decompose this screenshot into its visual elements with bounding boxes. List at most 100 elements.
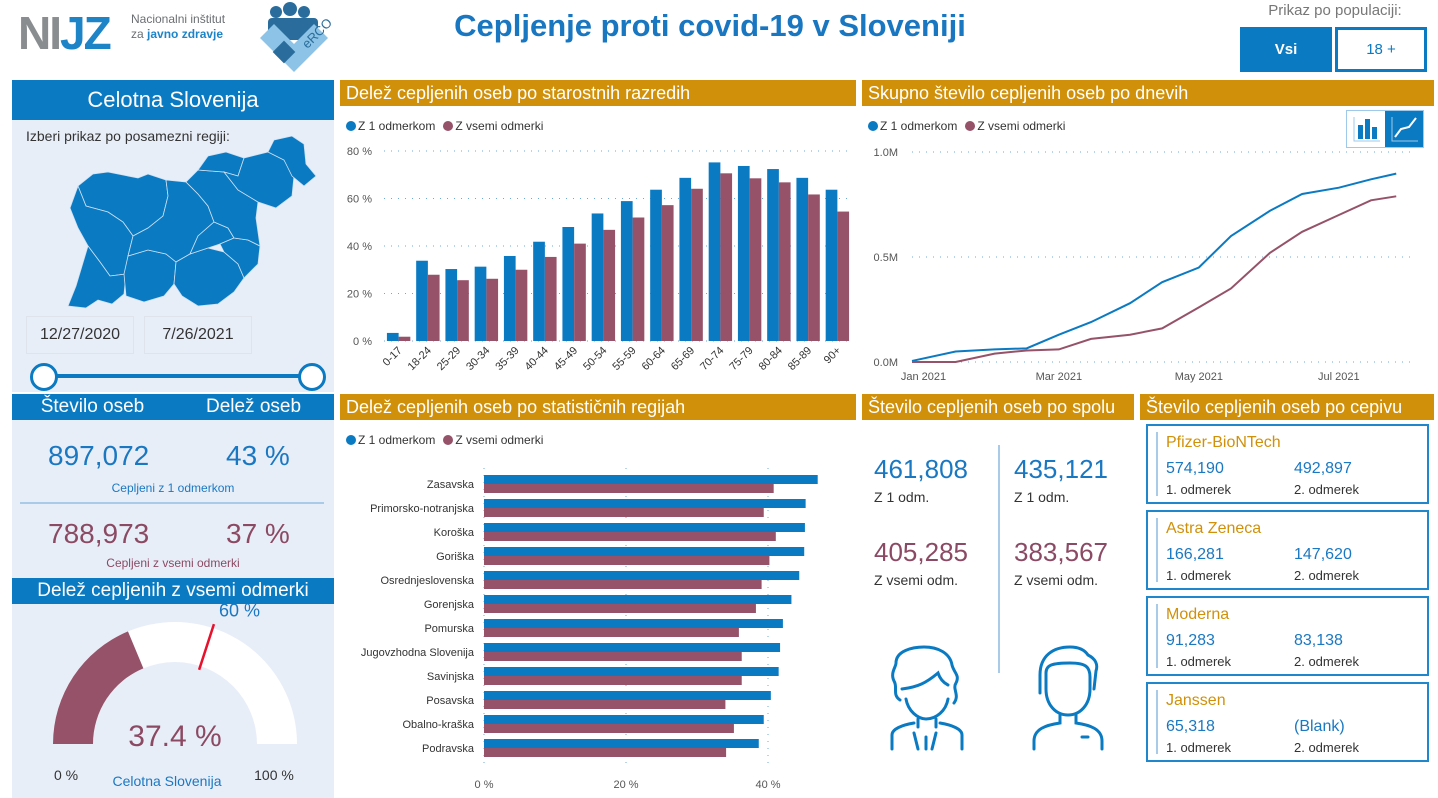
- vaccine-dose2-count: 147,620: [1294, 546, 1352, 563]
- x-tick-label: 20 %: [613, 779, 638, 790]
- female-icon: [890, 645, 964, 751]
- bar-all-doses: [691, 188, 703, 341]
- bar-one-dose: [767, 169, 779, 341]
- date-end-input[interactable]: 7/26/2021: [144, 316, 252, 354]
- x-tick-label: 30-34: [464, 345, 492, 373]
- bar-one-dose: [484, 619, 783, 628]
- y-tick-label: Podravska: [422, 743, 475, 755]
- x-tick-label: 90+: [822, 345, 844, 367]
- bar-one-dose: [484, 739, 759, 748]
- legend-one-dose[interactable]: Z 1 odmerkom: [346, 119, 435, 133]
- bar-all-doses: [484, 556, 770, 565]
- stats-header: Število oseb Delež oseb: [12, 394, 334, 420]
- y-tick-label: 0 %: [353, 336, 372, 348]
- one-dose-label: Cepljeni z 1 odmerkom: [111, 481, 235, 495]
- gauge-caption: Celotna Slovenija: [113, 773, 222, 789]
- population-all-button[interactable]: Vsi: [1240, 27, 1332, 72]
- bar-one-dose: [737, 165, 750, 341]
- bar-one-dose: [484, 547, 805, 556]
- x-tick-label: 65-69: [669, 345, 697, 373]
- bar-one-dose: [533, 241, 545, 341]
- regions-bar-chart: 0 % 20 % 40 % Zasavska Primorsko-notranjska K…: [361, 468, 818, 790]
- map-region-primorsko-notranjska[interactable]: [123, 249, 177, 303]
- date-range-slider-track[interactable]: [44, 374, 312, 378]
- bar-all-doses: [484, 628, 739, 637]
- vaccine-dose2-label: 2. odmerek: [1294, 654, 1360, 669]
- bar-one-dose: [386, 332, 399, 341]
- legend-all-doses-label: Z vsemi odmerki: [455, 119, 544, 133]
- legend-one-dose-label: Z 1 odmerkom: [880, 119, 958, 133]
- bar-one-dose: [445, 269, 458, 341]
- bar-all-doses: [837, 211, 850, 341]
- bar-one-dose: [503, 255, 516, 341]
- bar-all-doses: [544, 256, 557, 341]
- vaccine-card-astrazeneca[interactable]: Astra Zeneca 166,281 147,620 1. odmerek …: [1146, 510, 1429, 590]
- vaccine-card-pfizer[interactable]: Pfizer-BioNTech 574,190 492,897 1. odmer…: [1146, 424, 1429, 504]
- x-tick-label: 45-49: [552, 345, 580, 373]
- y-tick-label: Koroška: [434, 527, 475, 539]
- legend-all-doses-label: Z vsemi odmerki: [455, 433, 544, 447]
- vaccine-card-janssen[interactable]: Janssen 65,318 (Blank) 1. odmerek 2. odm…: [1146, 682, 1429, 762]
- logo-sub-bold: javno zdravje: [147, 27, 224, 41]
- vaccine-dose1-count: 574,190: [1166, 460, 1224, 477]
- female-all-doses-label: Z vsemi odm.: [874, 572, 959, 588]
- vaccine-card-moderna[interactable]: Moderna 91,283 83,138 1. odmerek 2. odme…: [1146, 596, 1429, 676]
- map-region-jugovzhodna[interactable]: [173, 247, 245, 307]
- legend-all-doses[interactable]: Z vsemi odmerki: [443, 119, 543, 133]
- vaccine-dose1-count: 166,281: [1166, 546, 1224, 563]
- bar-all-doses: [603, 229, 616, 341]
- x-tick-label: May 2021: [1175, 371, 1223, 383]
- legend-all-doses[interactable]: Z vsemi odmerki: [965, 119, 1065, 133]
- x-tick-label: 40-44: [523, 345, 551, 373]
- x-tick-label: 25-29: [435, 345, 463, 373]
- y-tick-label: 0.5M: [874, 252, 898, 264]
- female-one-dose-label: Z 1 odm.: [874, 489, 930, 505]
- x-tick-label: 50-54: [581, 345, 609, 373]
- bar-all-doses: [484, 724, 734, 733]
- nijz-logo-subtitle: Nacionalni inštitut za javno zdravje: [131, 12, 225, 42]
- y-tick-label: 1.0M: [874, 147, 898, 159]
- card-accent-bar: [1156, 690, 1158, 754]
- bar-all-doses: [484, 484, 774, 493]
- one-dose-count: 897,072: [48, 440, 150, 471]
- logo-jz: JZ: [60, 7, 112, 59]
- regions-legend: Z 1 odmerkom Z vsemi odmerki: [346, 433, 543, 447]
- vaccine-dose2-label: 2. odmerek: [1294, 740, 1360, 755]
- x-tick-label: 18-24: [406, 345, 434, 373]
- female-one-dose-count: 461,808: [874, 454, 968, 484]
- population-18plus-button[interactable]: 18 +: [1335, 27, 1427, 72]
- male-one-dose-count: 435,121: [1014, 454, 1108, 484]
- bar-all-doses: [808, 194, 820, 341]
- x-tick-label: 70-74: [698, 345, 726, 373]
- slovenia-region-map[interactable]: [48, 136, 318, 316]
- x-tick-label: 85-89: [786, 345, 814, 373]
- male-all-doses-label: Z vsemi odm.: [1014, 572, 1099, 588]
- map-region-pomurska[interactable]: [267, 136, 317, 187]
- date-start-input[interactable]: 12/27/2020: [26, 316, 134, 354]
- bar-one-dose: [591, 213, 604, 341]
- age-bar-chart: 0 % 20 % 40 % 60 % 80 % 0-17 18-24 25-29 30-34 35…: [347, 146, 852, 373]
- date-slider-end-handle[interactable]: [298, 363, 326, 391]
- logo-ni: NI: [18, 7, 62, 59]
- legend-one-dose[interactable]: Z 1 odmerkom: [868, 119, 957, 133]
- sex-section-title: Število cepljenih oseb po spolu: [862, 394, 1134, 420]
- age-legend: Z 1 odmerkom Z vsemi odmerki: [346, 119, 543, 133]
- daily-line-chart: 0.0M 0.5M 1.0M Jan 2021 Mar 2021 May 2021 Jul …: [874, 147, 1410, 383]
- male-one-dose-label: Z 1 odm.: [1014, 489, 1070, 505]
- male-all-doses-count: 383,567: [1014, 537, 1108, 567]
- bar-one-dose: [484, 499, 806, 508]
- stats-header-share: Delež oseb: [205, 396, 302, 417]
- regions-section-title: Delež cepljenih oseb po statističnih reg…: [340, 394, 856, 420]
- vaccine-dose2-label: 2. odmerek: [1294, 482, 1360, 497]
- bar-all-doses: [574, 243, 586, 341]
- bar-all-doses: [632, 217, 645, 341]
- line-chart-toggle-button[interactable]: [1385, 111, 1423, 147]
- x-tick-label: 80-84: [757, 345, 785, 373]
- vaccine-dose2-count: 492,897: [1294, 460, 1352, 477]
- logo-sub-line2: za javno zdravje: [131, 27, 225, 42]
- legend-one-dose[interactable]: Z 1 odmerkom: [346, 433, 435, 447]
- legend-all-doses[interactable]: Z vsemi odmerki: [443, 433, 543, 447]
- date-slider-start-handle[interactable]: [30, 363, 58, 391]
- map-region-obalno-kraska[interactable]: [67, 245, 127, 309]
- bar-chart-toggle-button[interactable]: [1347, 111, 1385, 147]
